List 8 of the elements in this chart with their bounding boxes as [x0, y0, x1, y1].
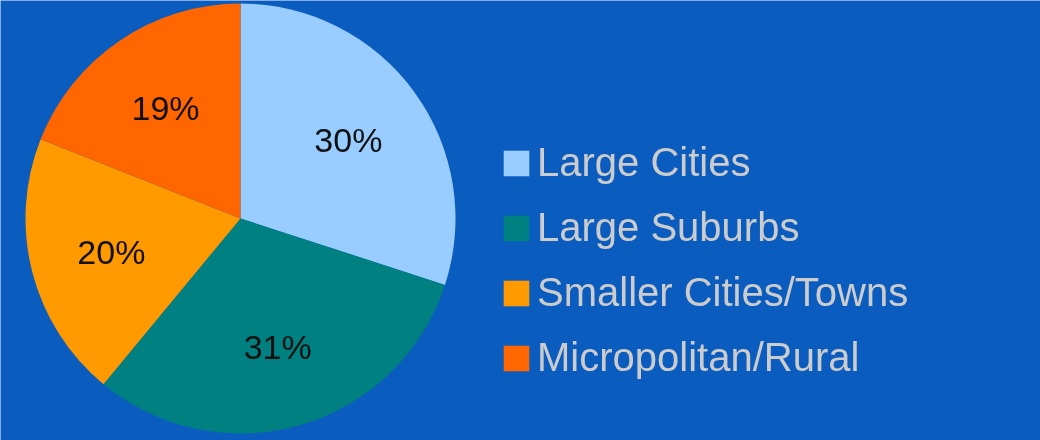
legend-label: Micropolitan/Rural	[537, 335, 860, 380]
data-label: 30%	[314, 121, 383, 160]
data-label: 19%	[131, 89, 200, 128]
data-label: 31%	[243, 327, 312, 366]
legend-label: Smaller Cities/Towns	[537, 270, 909, 315]
legend-label: Large Suburbs	[537, 205, 800, 250]
legend-label: Large Cities	[537, 140, 751, 185]
data-label: 20%	[77, 232, 146, 271]
